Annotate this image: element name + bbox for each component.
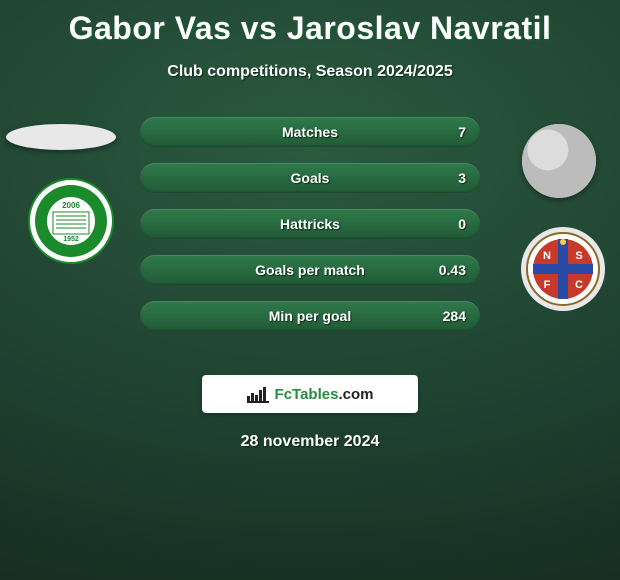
stat-right-value: 284 — [443, 301, 466, 331]
stat-right-value: 0 — [458, 209, 466, 239]
stat-bar-matches: Matches 7 — [140, 117, 480, 147]
infographic: Gabor Vas vs Jaroslav Navratil Club comp… — [0, 0, 620, 451]
stat-bar-min-per-goal: Min per goal 284 — [140, 301, 480, 331]
stat-bars: Matches 7 Goals 3 Hattricks 0 Goals per … — [140, 117, 480, 347]
brand-name-main: FcTables — [275, 386, 339, 403]
brand-name: FcTables.com — [275, 386, 374, 403]
stat-label: Goals — [291, 170, 330, 186]
stat-label: Min per goal — [269, 308, 351, 324]
page-title: Gabor Vas vs Jaroslav Navratil — [0, 0, 620, 47]
stat-label: Hattricks — [280, 216, 340, 232]
stat-bar-hattricks: Hattricks 0 — [140, 209, 480, 239]
stat-right-value: 7 — [458, 117, 466, 147]
stat-label: Matches — [282, 124, 338, 140]
stats-section: Matches 7 Goals 3 Hattricks 0 Goals per … — [0, 117, 620, 357]
date-label: 28 november 2024 — [0, 433, 620, 451]
stat-bar-goals: Goals 3 — [140, 163, 480, 193]
stat-right-value: 3 — [458, 163, 466, 193]
stat-right-value: 0.43 — [439, 255, 466, 285]
brand-name-suffix: .com — [338, 386, 373, 403]
brand-box[interactable]: FcTables.com — [202, 375, 418, 413]
bar-chart-icon — [247, 385, 269, 403]
stat-bar-goals-per-match: Goals per match 0.43 — [140, 255, 480, 285]
stat-label: Goals per match — [255, 262, 365, 278]
subtitle: Club competitions, Season 2024/2025 — [0, 63, 620, 81]
